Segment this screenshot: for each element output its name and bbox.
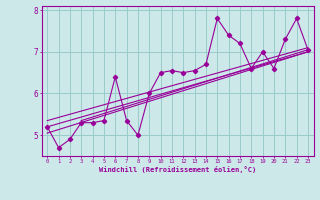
X-axis label: Windchill (Refroidissement éolien,°C): Windchill (Refroidissement éolien,°C) (99, 166, 256, 173)
